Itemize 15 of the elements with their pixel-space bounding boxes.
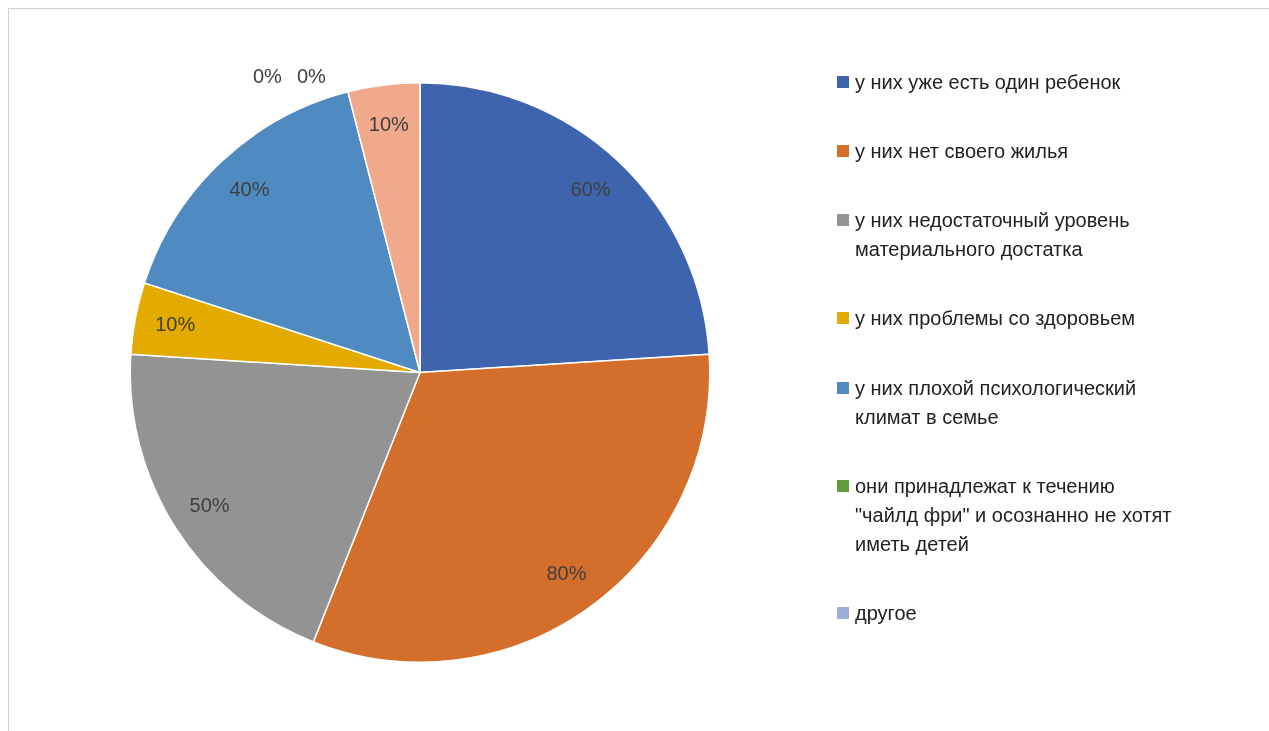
data-label: 10% [368, 112, 409, 135]
data-label: 60% [570, 178, 611, 201]
legend-label: они принадлежат к течению "чайлд фри" и осознанно не хотят иметь детей [855, 473, 1173, 557]
data-label: 50% [189, 493, 230, 516]
text: 0% [252, 65, 282, 88]
legend-label: у них уже есть один ребенок [855, 70, 1121, 95]
legend-label: у них плохой психологический климат в семье [855, 375, 1138, 430]
data-label: 10% [155, 313, 196, 336]
data-label: 80% [546, 561, 587, 584]
data-label: 40% [229, 178, 270, 201]
legend-label: у них проблемы со здоровьем [855, 306, 1136, 332]
legend-label: другое [855, 600, 917, 626]
legend-label: у них нет своего жилья [855, 139, 1069, 165]
text: 0% [296, 65, 326, 88]
legend-label: у них недостаточный уровень материального достатка [855, 208, 1131, 263]
